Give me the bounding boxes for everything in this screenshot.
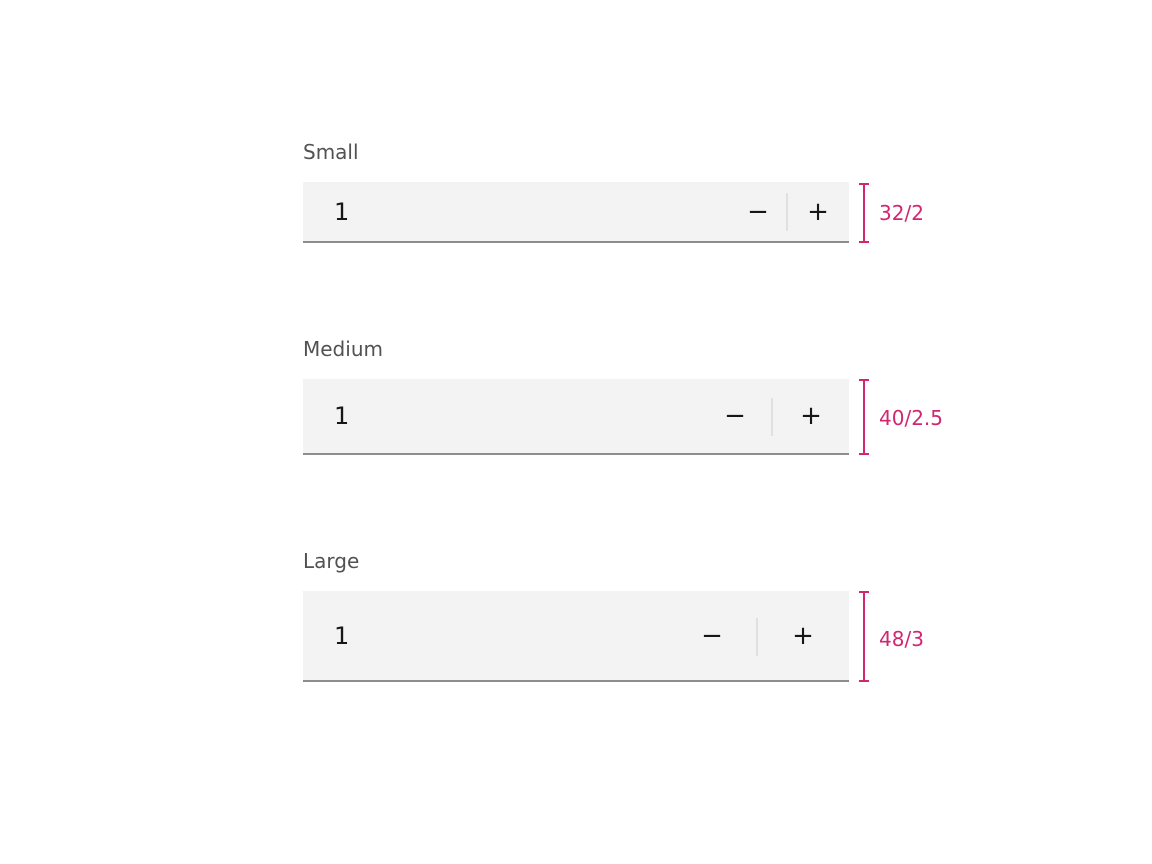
size-spec: 32/2 <box>879 201 924 225</box>
divider <box>756 618 758 656</box>
divider <box>786 193 788 231</box>
height-bracket <box>859 379 869 455</box>
large-label: Large <box>303 549 360 573</box>
decrement-button[interactable]: − <box>747 196 769 227</box>
increment-button[interactable]: + <box>800 401 822 431</box>
number-value[interactable]: 1 <box>334 621 350 650</box>
medium-label: Medium <box>303 337 383 361</box>
number-value[interactable]: 1 <box>334 402 350 430</box>
size-spec: 40/2.5 <box>879 406 943 430</box>
divider <box>771 398 773 436</box>
increment-button[interactable]: + <box>792 620 814 651</box>
small-label: Small <box>303 140 359 164</box>
small-number-input[interactable]: 1 − + <box>303 182 849 243</box>
decrement-button[interactable]: − <box>701 620 723 651</box>
height-bracket <box>859 183 869 243</box>
large-number-input[interactable]: 1 − + <box>303 591 849 682</box>
decrement-button[interactable]: − <box>724 401 746 431</box>
size-spec: 48/3 <box>879 627 924 651</box>
height-bracket <box>859 591 869 682</box>
medium-number-input[interactable]: 1 − + <box>303 379 849 455</box>
increment-button[interactable]: + <box>807 196 829 227</box>
number-value[interactable]: 1 <box>334 197 350 226</box>
